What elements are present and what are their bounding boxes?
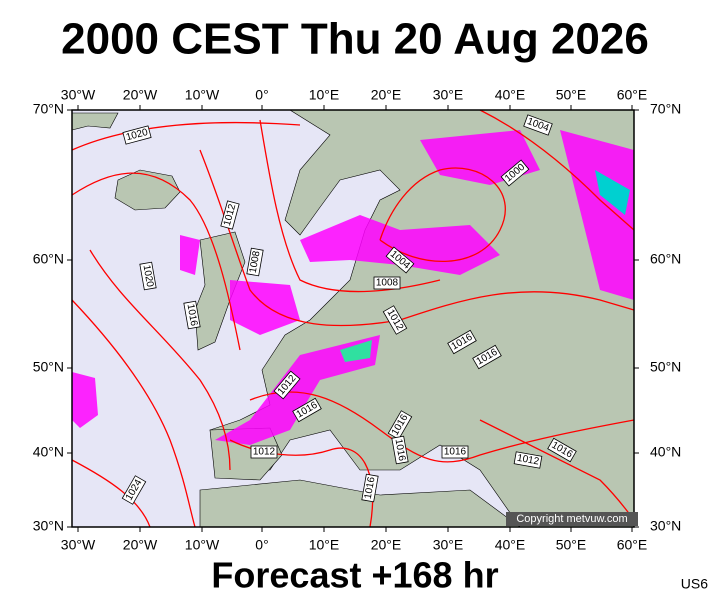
lon-label: 0°: [255, 87, 268, 103]
isobar-label-box: [121, 475, 147, 505]
isobar-label-box: [523, 114, 553, 136]
lon-label: 50°E: [556, 537, 587, 553]
lon-label: 20°E: [371, 537, 402, 553]
isobar-label-box: [447, 329, 477, 355]
isobar-label-box: [246, 247, 264, 277]
isobar-label-text: 1016: [444, 447, 467, 458]
lon-label: 10°W: [185, 87, 220, 103]
lon-label: 30°W: [61, 537, 96, 553]
isobars: [71, 109, 635, 528]
isobar-label-box: [385, 246, 415, 274]
isobar-label-text: 1016: [393, 438, 408, 462]
lon-label: 0°: [255, 537, 268, 553]
isobar-label-box: [183, 300, 201, 330]
lat-label: 60°N: [650, 251, 681, 267]
lat-label: 50°N: [650, 359, 681, 375]
lon-label: 60°E: [617, 537, 648, 553]
isobar-label: 1012: [220, 200, 240, 230]
lon-label: 10°E: [309, 87, 340, 103]
lat-label: 40°N: [650, 444, 681, 460]
lon-label: 50°E: [556, 87, 587, 103]
isobar-label: 1016: [441, 445, 469, 459]
isobar-label: 1020: [139, 261, 157, 291]
copyright: Copyright metvuw.com: [516, 513, 627, 525]
lat-label: 30°N: [650, 518, 681, 534]
isobar-label-text: 1008: [376, 278, 399, 289]
isobar-label-box: [387, 410, 413, 440]
isobar-label-box: [547, 437, 577, 463]
isobar-label-text: 1012: [253, 447, 276, 458]
lat-label: 70°N: [33, 101, 64, 117]
isobar-label-box: [361, 473, 379, 503]
isobar-label-box: [220, 200, 240, 230]
isobar-label: 1016: [391, 435, 409, 465]
isobar-label: 1008: [373, 276, 401, 290]
lon-label: 30°E: [433, 87, 464, 103]
isobar-label-box: [472, 344, 502, 370]
lon-label: 30°W: [61, 87, 96, 103]
isobar-label-box: [441, 445, 469, 459]
lon-label: 20°E: [371, 87, 402, 103]
lon-label: 20°W: [123, 537, 158, 553]
isobar-label-text: 1012: [516, 453, 540, 468]
isobar-label-box: [382, 305, 408, 335]
lon-label: 60°E: [617, 87, 648, 103]
lat-label: 60°N: [33, 251, 64, 267]
lon-label: 40°E: [495, 537, 526, 553]
isobar-label-text: 1016: [363, 476, 378, 500]
isobar-label-box: [373, 276, 401, 290]
isobar-label: 1008: [246, 247, 264, 277]
isobar-label-text: 1008: [248, 250, 263, 274]
lon-label: 20°W: [123, 87, 158, 103]
isobar-label-text: 1020: [141, 264, 156, 288]
isobar-label: 1016: [361, 473, 379, 503]
lat-label: 40°N: [33, 444, 64, 460]
lon-label: 40°E: [495, 87, 526, 103]
isobar-label-box: [273, 370, 301, 400]
map: [71, 109, 635, 528]
isobar-label-box: [250, 445, 278, 459]
isobar-label-box: [513, 451, 543, 469]
code: US6: [681, 576, 708, 592]
lat-label: 50°N: [33, 359, 64, 375]
lat-label: 70°N: [650, 101, 681, 117]
lat-label: 30°N: [33, 518, 64, 534]
isobar-label: 1012: [250, 445, 278, 459]
isobar-label: 1020: [122, 125, 152, 145]
isobar-label-box: [391, 435, 409, 465]
isobar-label: 1012: [513, 451, 543, 469]
copyright-box: [506, 512, 638, 526]
isobar-label-box: [139, 261, 157, 291]
isobar-label-text: 1016: [185, 303, 200, 327]
lon-label: 10°W: [185, 537, 220, 553]
map-frame: [71, 109, 635, 528]
isobar-label-box: [122, 125, 152, 145]
lon-label: 10°E: [309, 537, 340, 553]
isobar-label: 1016: [183, 300, 201, 330]
title: 2000 CEST Thu 20 Aug 2026: [61, 15, 649, 64]
isobar-label-box: [292, 397, 322, 423]
isobar-label-box: [500, 159, 530, 187]
lon-label: 30°E: [433, 537, 464, 553]
footer: Forecast +168 hr: [211, 555, 498, 596]
